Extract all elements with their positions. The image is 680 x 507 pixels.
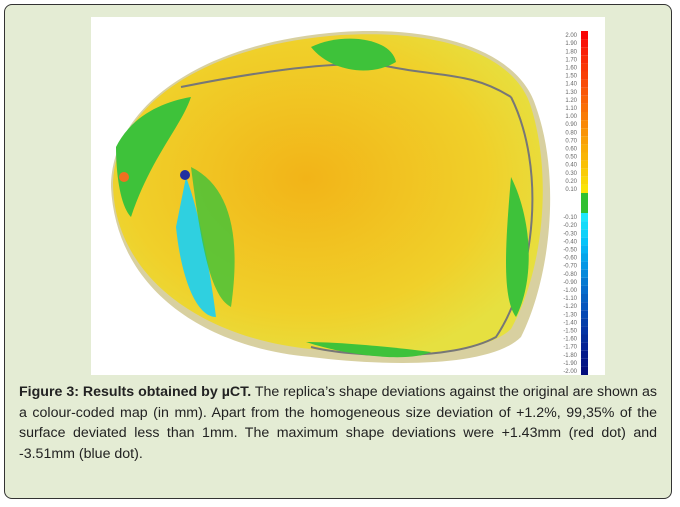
scale-label: 0.70 (565, 138, 577, 144)
scale-label: -1.10 (563, 296, 577, 302)
scale-label: -1.60 (563, 337, 577, 343)
scale-segment (581, 286, 588, 294)
scale-segment (581, 31, 588, 39)
scale-segment (581, 367, 588, 375)
scale-segment (581, 104, 588, 112)
scale-segment (581, 245, 588, 253)
scale-label: 0.80 (565, 130, 577, 136)
scale-label: -0.20 (563, 223, 577, 229)
scale-segment (581, 72, 588, 80)
scale-segment (581, 136, 588, 144)
scale-label: 2.00 (565, 33, 577, 39)
scale-segment (581, 343, 588, 351)
scale-segment (581, 185, 588, 193)
scale-label: 0.40 (565, 163, 577, 169)
scale-segment (581, 237, 588, 245)
scale-segment (581, 302, 588, 310)
figure-image: 2.00 1.90 1.80 1.70 1.60 1.50 1.40 1.30 1.20 1.10… (91, 17, 605, 375)
scale-segment (581, 96, 588, 104)
scale-label: -0.10 (563, 215, 577, 221)
scale-segment (581, 55, 588, 63)
scale-segment (581, 213, 588, 221)
scale-label: 1.20 (565, 98, 577, 104)
scale-segment (581, 39, 588, 47)
scale-segment (581, 80, 588, 88)
caption-label: Figure 3: Results obtained by µCT. (19, 384, 251, 400)
scale-segment (581, 47, 588, 55)
scale-label: -0.90 (563, 280, 577, 286)
scale-label: -0.80 (563, 272, 577, 278)
scale-segment (581, 144, 588, 152)
page: 2.00 1.90 1.80 1.70 1.60 1.50 1.40 1.30 1.20 1.10… (0, 0, 680, 507)
caption: Figure 3: Results obtained by µCT. The r… (19, 382, 657, 464)
scale-segment (581, 310, 588, 318)
scale-segment (581, 153, 588, 161)
scale-label: -1.90 (563, 361, 577, 367)
scale-segment (581, 112, 588, 120)
scale-label: -0.70 (563, 264, 577, 270)
scale-label: 0.60 (565, 146, 577, 152)
scale-segment (581, 128, 588, 136)
scale-segment (581, 278, 588, 286)
scale-segment (581, 294, 588, 302)
scale-label: 0.10 (565, 187, 577, 193)
scale-label: 0.50 (565, 155, 577, 161)
figure-box: 2.00 1.90 1.80 1.70 1.60 1.50 1.40 1.30 1.20 1.10… (4, 4, 672, 499)
scale-label: -0.40 (563, 239, 577, 245)
scale-segment (581, 229, 588, 237)
scale-label: -2.00 (563, 369, 577, 375)
scale-segment (581, 270, 588, 278)
scale-segment (581, 262, 588, 270)
scale-label: 1.10 (565, 106, 577, 112)
scale-label: 1.30 (565, 90, 577, 96)
scale-label: -1.30 (563, 312, 577, 318)
scale-label: 0.30 (565, 171, 577, 177)
scale-segment (581, 177, 588, 185)
scale-label: 1.00 (565, 114, 577, 120)
scale-label: 1.70 (565, 57, 577, 63)
scale-label: -1.50 (563, 328, 577, 334)
scale-segment (581, 254, 588, 262)
scale-label: -0.60 (563, 256, 577, 262)
scale-label: 1.50 (565, 74, 577, 80)
scale-label: -0.30 (563, 231, 577, 237)
scale-segment (581, 120, 588, 128)
scale-segment (581, 88, 588, 96)
scale-label: 1.80 (565, 49, 577, 55)
scale-label: -0.50 (563, 247, 577, 253)
scale-segment (581, 169, 588, 177)
scale-label: -1.70 (563, 345, 577, 351)
scale-label: 1.90 (565, 41, 577, 47)
scale-zero-band (581, 193, 588, 213)
scale-segment (581, 161, 588, 169)
scale-segment (581, 335, 588, 343)
scale-label: 0.90 (565, 122, 577, 128)
scale-label: 1.60 (565, 65, 577, 71)
scale-segment (581, 326, 588, 334)
scale-label: -1.40 (563, 320, 577, 326)
scale-segment (581, 359, 588, 367)
scale-label: 1.40 (565, 82, 577, 88)
scale-segment (581, 221, 588, 229)
scale-label: -1.80 (563, 353, 577, 359)
scale-segment (581, 351, 588, 359)
scale-label: 0.20 (565, 179, 577, 185)
scale-label: -1.20 (563, 304, 577, 310)
scale-label: -1.00 (563, 288, 577, 294)
scale-segment (581, 318, 588, 326)
scale-segment (581, 63, 588, 71)
